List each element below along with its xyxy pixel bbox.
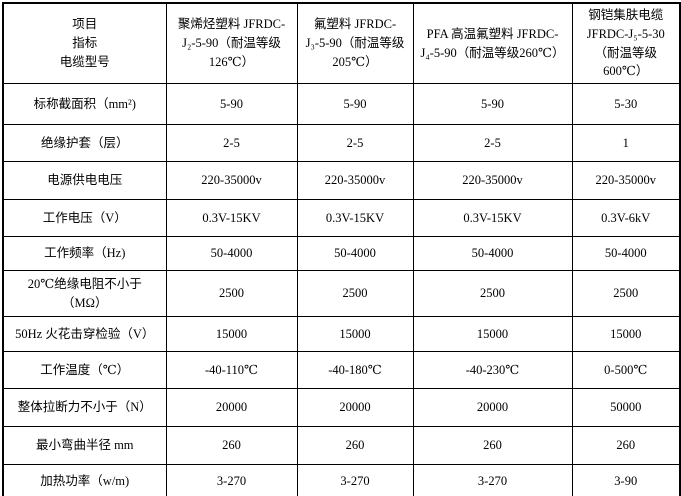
- value-cell: 5-90: [296, 83, 414, 125]
- value-cell: 50-4000: [571, 236, 681, 271]
- row-label-cell: 20℃绝缘电阻不小于（MΩ）: [2, 270, 167, 317]
- value-cell: 2500: [412, 270, 573, 317]
- table-row: 整体拉断力不小于（N） 20000 20000 20000 50000: [2, 388, 681, 427]
- row-label-cell: 工作电压（V）: [2, 199, 167, 237]
- row-label-cell: 整体拉断力不小于（N）: [2, 388, 167, 427]
- value-cell: 5-90: [412, 83, 573, 125]
- value-cell: 15000: [296, 316, 414, 352]
- row-label-cell: 50Hz 火花击穿检验（V）: [2, 316, 167, 352]
- header-column-cell: 聚烯烃塑料 JFRDC-J₂-5-90（耐温等级126℃）: [165, 2, 298, 84]
- value-cell: 0.3V-15KV: [165, 199, 298, 237]
- table-row: 工作频率（Hz) 50-4000 50-4000 50-4000 50-4000: [2, 236, 681, 271]
- table-row: 50Hz 火花击穿检验（V） 15000 15000 15000 15000: [2, 316, 681, 352]
- value-cell: 50-4000: [412, 236, 573, 271]
- value-cell: 220-35000v: [165, 161, 298, 200]
- table-body: 标称截面积（mm²) 5-90 5-90 5-90 5-30 绝缘护套（层） 2-5 2-5 2…: [2, 83, 681, 496]
- value-cell: 260: [571, 426, 681, 465]
- row-label-cell: 工作频率（Hz): [2, 236, 167, 271]
- value-cell: 15000: [412, 316, 573, 352]
- row-label-cell: 工作温度（℃）: [2, 351, 167, 389]
- header-column-cell: PFA 高温氟塑料 JFRDC-J₄-5-90（耐温等级260℃）: [412, 2, 573, 84]
- value-cell: 20000: [165, 388, 298, 427]
- value-cell: 5-30: [571, 83, 681, 125]
- value-cell: 50-4000: [165, 236, 298, 271]
- value-cell: 220-35000v: [296, 161, 414, 200]
- table-row: 最小弯曲半径 mm 260 260 260 260: [2, 426, 681, 465]
- header-row: 项目 指标 电缆型号 聚烯烃塑料 JFRDC-J₂-5-90（耐温等级126℃）…: [2, 2, 681, 84]
- value-cell: 2-5: [296, 124, 414, 162]
- table-row: 绝缘护套（层） 2-5 2-5 2-5 1: [2, 124, 681, 162]
- row-label-cell: 标称截面积（mm²): [2, 83, 167, 125]
- value-cell: 2500: [165, 270, 298, 317]
- row-label-cell: 加热功率（w/m): [2, 464, 167, 496]
- value-cell: 3-270: [412, 464, 573, 496]
- value-cell: -40-230℃: [412, 351, 573, 389]
- table-header: 项目 指标 电缆型号 聚烯烃塑料 JFRDC-J₂-5-90（耐温等级126℃）…: [2, 2, 681, 84]
- row-label-cell: 最小弯曲半径 mm: [2, 426, 167, 465]
- table-row: 加热功率（w/m) 3-270 3-270 3-270 3-90: [2, 464, 681, 496]
- value-cell: 2500: [296, 270, 414, 317]
- header-corner-cell: 项目 指标 电缆型号: [2, 2, 167, 84]
- table-row: 工作电压（V） 0.3V-15KV 0.3V-15KV 0.3V-15KV 0.3V-6…: [2, 199, 681, 237]
- value-cell: 20000: [296, 388, 414, 427]
- value-cell: 0-500℃: [571, 351, 681, 389]
- value-cell: 0.3V-15KV: [412, 199, 573, 237]
- row-label-cell: 电源供电电压: [2, 161, 167, 200]
- value-cell: 260: [296, 426, 414, 465]
- table-row: 标称截面积（mm²) 5-90 5-90 5-90 5-30: [2, 83, 681, 125]
- row-label-cell: 绝缘护套（层）: [2, 124, 167, 162]
- corner-line-item: 项目: [72, 17, 98, 31]
- corner-line-indicator: 指标: [72, 36, 98, 50]
- value-cell: 50000: [571, 388, 681, 427]
- value-cell: 260: [165, 426, 298, 465]
- table-row: 工作温度（℃） -40-110℃ -40-180℃ -40-230℃ 0-500℃: [2, 351, 681, 389]
- table-row: 20℃绝缘电阻不小于（MΩ） 2500 2500 2500 2500: [2, 270, 681, 317]
- value-cell: 220-35000v: [412, 161, 573, 200]
- value-cell: 3-270: [296, 464, 414, 496]
- value-cell: 15000: [571, 316, 681, 352]
- value-cell: 15000: [165, 316, 298, 352]
- header-column-cell: 钢铠集肤电缆 JFRDC-J₅-5-30（耐温等级600℃）: [571, 2, 681, 84]
- table-row: 电源供电电压 220-35000v 220-35000v 220-35000v 220-…: [2, 161, 681, 200]
- value-cell: 3-90: [571, 464, 681, 496]
- value-cell: 2500: [571, 270, 681, 317]
- value-cell: 2-5: [412, 124, 573, 162]
- value-cell: 50-4000: [296, 236, 414, 271]
- value-cell: 0.3V-6kV: [571, 199, 681, 237]
- value-cell: 260: [412, 426, 573, 465]
- value-cell: 20000: [412, 388, 573, 427]
- value-cell: -40-110℃: [165, 351, 298, 389]
- value-cell: 0.3V-15KV: [296, 199, 414, 237]
- value-cell: 3-270: [165, 464, 298, 496]
- value-cell: 1: [571, 124, 681, 162]
- header-column-cell: 氟塑料 JFRDC-J₃-5-90（耐温等级205℃）: [296, 2, 414, 84]
- corner-line-model: 电缆型号: [59, 55, 110, 69]
- value-cell: 220-35000v: [571, 161, 681, 200]
- value-cell: -40-180℃: [296, 351, 414, 389]
- value-cell: 5-90: [165, 83, 298, 125]
- value-cell: 2-5: [165, 124, 298, 162]
